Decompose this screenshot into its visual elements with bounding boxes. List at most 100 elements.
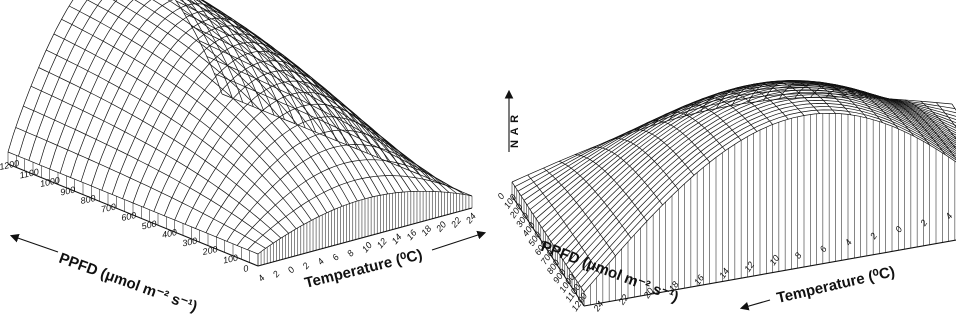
mesh-line — [189, 0, 373, 197]
left-edges — [7, 163, 473, 267]
tick-label: 2 — [918, 218, 930, 229]
tick-label: 4 — [843, 238, 854, 248]
base-edge — [511, 195, 585, 307]
mesh-line — [574, 154, 648, 222]
tick-label: 0 — [495, 191, 506, 201]
mesh-line — [590, 146, 663, 206]
mesh-line — [951, 103, 956, 111]
mesh-line — [794, 81, 868, 119]
right-edges — [511, 195, 956, 307]
base-edge — [7, 163, 259, 267]
left-arrow-icon — [9, 234, 59, 253]
mesh-line — [134, 0, 343, 207]
mesh-line — [511, 96, 953, 183]
mesh-line — [38, 67, 289, 234]
tick-label: 8 — [345, 248, 356, 258]
mesh-line — [111, 25, 327, 195]
mesh-line — [68, 5, 320, 217]
mesh-line — [810, 83, 883, 123]
mesh-line — [143, 50, 358, 208]
mesh-line — [763, 80, 836, 114]
tick-label: 12 — [742, 260, 756, 274]
mesh-line — [167, 0, 358, 202]
mesh-line — [826, 86, 899, 130]
mesh-line — [196, 0, 381, 196]
mesh-line — [38, 0, 254, 165]
tick-label: 6 — [818, 244, 829, 254]
tick-label: 6 — [330, 252, 341, 262]
tick-label: 800 — [80, 193, 97, 206]
mesh-line — [558, 160, 632, 239]
mesh-line — [214, 73, 465, 195]
mesh-line — [198, 40, 450, 193]
right-surface-plot: 0100200300400500600700800900100011001200… — [495, 80, 956, 314]
tick-label: 0 — [242, 263, 249, 274]
right-arrow-icon — [431, 230, 487, 251]
mesh-line — [841, 90, 915, 137]
mesh-line — [684, 97, 758, 132]
mesh-line — [583, 112, 956, 293]
tick-label: 700 — [100, 202, 117, 215]
tick-label: 0 — [893, 224, 904, 234]
mesh-line — [221, 93, 473, 197]
mesh-line — [179, 0, 366, 199]
tick-label: 20 — [434, 219, 449, 234]
mesh-line — [511, 181, 585, 293]
mesh-line — [70, 0, 285, 178]
tick-label: 1000 — [39, 175, 61, 189]
mesh-line — [15, 127, 266, 249]
tick-label: 600 — [120, 210, 137, 223]
tick-label: 18 — [667, 280, 681, 294]
mesh-line — [857, 93, 930, 146]
mesh-line — [53, 33, 305, 225]
mesh-line — [46, 49, 297, 230]
mesh-line — [206, 56, 457, 194]
base-edge — [257, 207, 473, 267]
left-ppfd-axis-label: PPFD (μmol m⁻² s⁻¹) — [57, 250, 200, 316]
mesh-line — [547, 82, 956, 238]
mesh-line — [606, 138, 679, 190]
mesh-line — [621, 129, 695, 176]
tick-label: 22 — [448, 215, 463, 230]
tick-label: 100 — [222, 253, 239, 266]
left-curtain — [7, 152, 473, 266]
mesh-line — [61, 18, 312, 221]
tick-label: 500 — [141, 219, 158, 232]
tick-label: 16 — [404, 228, 418, 242]
nar-axis-label: N A R — [509, 114, 521, 148]
mesh-line — [715, 86, 789, 120]
mesh-line — [904, 99, 956, 150]
left-surface-plot: 0100200300400500600700800900100011001200… — [0, 0, 487, 316]
mesh-line — [653, 111, 726, 151]
base-edge — [583, 239, 956, 307]
mesh-line — [747, 81, 820, 114]
tick-label: 4 — [943, 211, 954, 221]
tick-label: 200 — [201, 244, 219, 257]
tick-label: 4 — [256, 273, 267, 283]
mesh-line — [7, 151, 259, 255]
mesh-line — [236, 159, 452, 246]
mesh-line — [200, 0, 389, 195]
mesh-line — [7, 0, 223, 153]
tick-label: 900 — [59, 185, 76, 198]
tick-label: 1100 — [19, 167, 40, 181]
mesh-line — [112, 0, 335, 210]
left-temperature-axis-label: Temperature (⁰C) — [303, 246, 424, 292]
right-curtain — [511, 113, 956, 306]
tick-label: 4 — [315, 256, 326, 266]
tick-label: 0 — [286, 265, 297, 275]
mesh-line — [122, 33, 337, 199]
mesh-line — [527, 174, 600, 274]
tick-label: 24 — [591, 299, 606, 314]
mesh-line — [226, 144, 442, 242]
mesh-line — [873, 96, 946, 156]
tick-label: 1200 — [0, 158, 20, 172]
mesh-line — [183, 12, 435, 192]
mesh-line — [132, 41, 348, 204]
left-arrow-icon — [739, 299, 771, 311]
tick-label: 14 — [390, 232, 404, 246]
mesh-line — [889, 98, 956, 160]
